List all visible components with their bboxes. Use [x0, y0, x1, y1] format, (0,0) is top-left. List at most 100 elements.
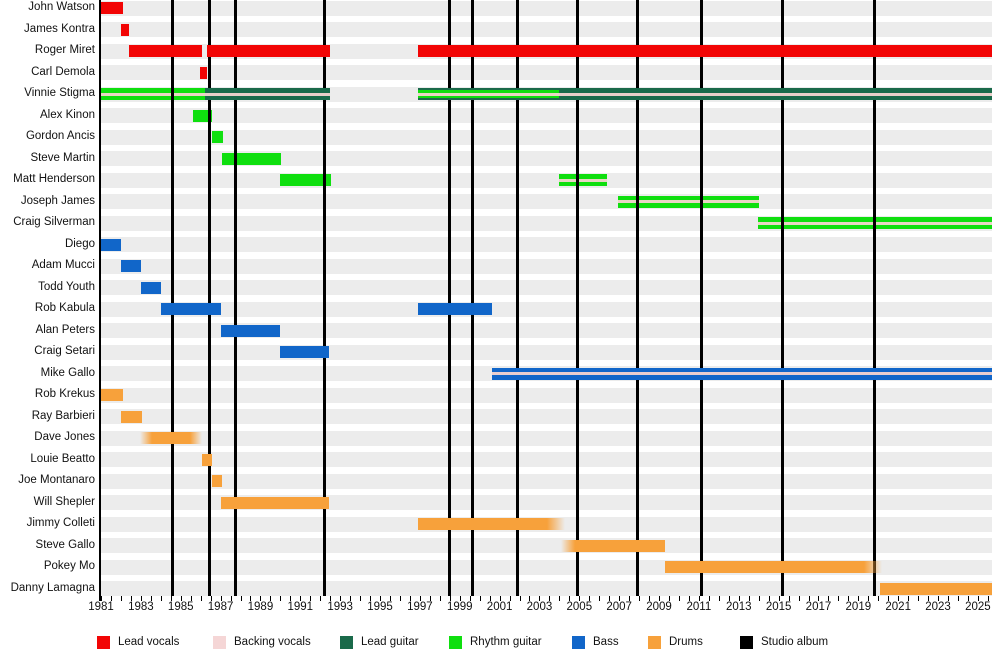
studio-album-line — [872, 0, 876, 596]
legend-item-rhythm_guitar: Rhythm guitar — [449, 634, 542, 650]
studio-album-line — [208, 0, 212, 596]
axis-tick — [170, 596, 172, 601]
axis-tick-label: 1997 — [407, 601, 433, 613]
bar-bass — [280, 346, 330, 358]
stripe-backing_vocals — [559, 178, 608, 182]
axis-tick — [748, 596, 750, 601]
legend-label: Drums — [669, 636, 703, 648]
axis-tick — [599, 596, 601, 601]
legend-swatch-lead_guitar — [340, 635, 353, 649]
legend-item-drums: Drums — [648, 634, 703, 650]
bar-drums — [201, 453, 212, 466]
member-label: Mike Gallo — [40, 366, 95, 379]
axis-tick — [320, 596, 322, 601]
member-label: Roger Miret — [34, 44, 95, 57]
studio-album-line — [448, 0, 452, 596]
axis-tick — [808, 596, 810, 601]
axis-tick — [529, 596, 531, 601]
axis-tick — [758, 596, 760, 601]
axis-tick-label: 2021 — [885, 601, 911, 613]
axis-tick-label: 2017 — [805, 601, 832, 613]
axis-tick — [967, 596, 969, 601]
bar-drums — [665, 561, 883, 573]
member-label: Craig Silverman — [13, 216, 95, 229]
axis-tick — [409, 596, 411, 601]
axis-tick — [130, 596, 132, 601]
bar-lead_guitar — [204, 88, 331, 100]
stripe-backing_vocals — [491, 372, 992, 375]
axis-tick — [838, 596, 840, 601]
bar-drums — [101, 389, 123, 401]
axis-tick — [788, 596, 790, 601]
axis-tick — [210, 596, 212, 601]
axis-tick-label: 1987 — [207, 601, 234, 613]
axis-tick-label: 1983 — [128, 601, 154, 613]
legend-swatch-bass — [572, 635, 585, 649]
axis-tick — [559, 596, 561, 601]
axis-tick — [160, 596, 162, 601]
axis-tick — [738, 596, 740, 601]
x-axis: 1981 1983 1985 1987 1989 1991 1993 1995 1997 1999… — [88, 596, 992, 620]
axis-tick — [619, 596, 621, 601]
axis-tick-label: 1989 — [247, 601, 274, 613]
axis-tick — [659, 596, 661, 601]
axis-tick — [728, 596, 730, 601]
bar-bass — [140, 281, 161, 294]
axis-tick — [220, 596, 222, 601]
axis-tick — [489, 596, 491, 601]
studio-album-line — [575, 0, 579, 596]
member-label: Vinnie Stigma — [24, 87, 95, 100]
legend-label: Studio album — [761, 636, 829, 648]
member-label: Ray Barbieri — [31, 409, 95, 422]
axis-tick — [459, 596, 461, 601]
axis-tick — [439, 596, 441, 601]
axis-tick-label: 1991 — [287, 601, 314, 613]
member-label: Todd Youth — [38, 280, 95, 293]
axis-tick — [569, 596, 571, 601]
stripe-backing_vocals — [204, 92, 331, 96]
bar-rhythm_guitar — [101, 88, 205, 100]
axis-tick — [828, 596, 830, 601]
member-label: Joseph James — [20, 194, 95, 207]
axis-tick-label: 1993 — [327, 601, 353, 613]
axis-tick — [629, 596, 631, 601]
member-label: Rob Kabula — [34, 302, 95, 315]
axis-tick — [957, 596, 959, 601]
plot-left-border — [99, 0, 101, 601]
axis-tick — [708, 596, 710, 601]
studio-album-line — [234, 0, 238, 596]
axis-tick — [200, 596, 202, 601]
axis-tick — [768, 596, 770, 601]
axis-tick — [848, 596, 850, 601]
legend-item-lead_vocals: Lead vocals — [97, 634, 179, 650]
axis-tick-label: 1981 — [88, 601, 114, 613]
bar-bass — [220, 324, 281, 337]
axis-tick-label: 2023 — [925, 601, 951, 613]
axis-tick — [778, 596, 780, 601]
bar-rhythm_guitar — [221, 152, 282, 165]
axis-tick — [579, 596, 581, 601]
member-label: Rob Krekus — [34, 388, 95, 401]
axis-tick-label: 2025 — [965, 601, 991, 613]
axis-tick — [868, 596, 870, 601]
member-label: Diego — [64, 237, 95, 250]
stripe-backing_vocals — [618, 200, 759, 203]
axis-tick — [639, 596, 641, 601]
axis-tick — [918, 596, 920, 601]
axis-tick-label: 1985 — [167, 601, 194, 613]
axis-tick — [938, 596, 940, 601]
axis-tick — [678, 596, 680, 601]
axis-tick — [987, 596, 989, 601]
axis-tick-label: 2001 — [486, 601, 513, 613]
axis-tick — [649, 596, 651, 601]
studio-album-line — [471, 0, 475, 596]
member-label: Danny Lamagna — [10, 581, 95, 594]
bar-lead_vocals — [128, 45, 202, 57]
member-label: Steve Gallo — [35, 538, 95, 551]
axis-tick — [858, 596, 860, 601]
axis-tick — [380, 596, 382, 601]
axis-tick — [310, 596, 312, 601]
studio-album-line — [516, 0, 520, 596]
member-label: Steve Martin — [30, 151, 95, 164]
